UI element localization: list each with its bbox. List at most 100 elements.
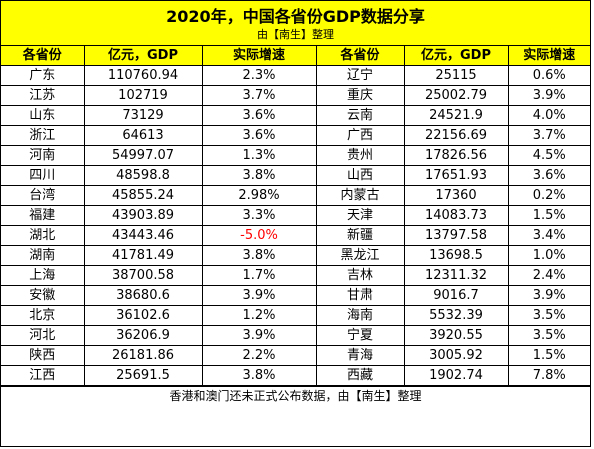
cell-growth-right: 2.4% <box>507 265 590 286</box>
header-growth-left: 实际增速 <box>201 46 317 66</box>
cell-province-left: 陕西 <box>1 345 85 366</box>
table-row: 安徽 38680.6 3.9% 甘肃 9016.7 3.9% <box>1 285 590 306</box>
cell-gdp-right: 3920.55 <box>403 325 509 346</box>
cell-province-right: 重庆 <box>315 85 405 106</box>
cell-growth-left: 3.8% <box>201 245 317 266</box>
cell-gdp-left: 45855.24 <box>83 185 203 206</box>
cell-growth-left: 2.3% <box>201 65 317 86</box>
cell-gdp-left: 64613 <box>83 125 203 146</box>
cell-growth-right: 3.7% <box>507 125 590 146</box>
cell-growth-left: 3.6% <box>201 105 317 126</box>
header-gdp-left: 亿元，GDP <box>83 46 203 66</box>
cell-province-right: 贵州 <box>315 145 405 166</box>
cell-growth-left: 1.3% <box>201 145 317 166</box>
cell-gdp-right: 5532.39 <box>403 305 509 326</box>
cell-gdp-left: 110760.94 <box>83 65 203 86</box>
header-province-right: 各省份 <box>315 46 405 66</box>
cell-gdp-left: 38700.58 <box>83 265 203 286</box>
footer-note: 香港和澳门还未正式公布数据，由【南生】整理 <box>1 386 590 406</box>
table-row: 江苏 102719 3.7% 重庆 25002.79 3.9% <box>1 85 590 106</box>
table-row: 福建 43903.89 3.3% 天津 14083.73 1.5% <box>1 205 590 226</box>
header-gdp-right: 亿元，GDP <box>403 46 509 66</box>
page-title: 2020年，中国各省份GDP数据分享 <box>166 7 425 26</box>
cell-growth-left: 3.9% <box>201 285 317 306</box>
cell-growth-left: 3.7% <box>201 85 317 106</box>
cell-province-left: 安徽 <box>1 285 85 306</box>
table-row: 湖北 43443.46 -5.0% 新疆 13797.58 3.4% <box>1 225 590 246</box>
cell-growth-left: -5.0% <box>201 225 317 246</box>
cell-growth-right: 0.2% <box>507 185 590 206</box>
cell-province-left: 北京 <box>1 305 85 326</box>
cell-gdp-right: 17360 <box>403 185 509 206</box>
cell-gdp-left: 25691.5 <box>83 365 203 386</box>
cell-province-right: 甘肃 <box>315 285 405 306</box>
title-block: 2020年，中国各省份GDP数据分享 由【南生】整理 <box>1 1 590 46</box>
cell-gdp-right: 3005.92 <box>403 345 509 366</box>
cell-province-right: 新疆 <box>315 225 405 246</box>
cell-province-right: 天津 <box>315 205 405 226</box>
cell-province-left: 四川 <box>1 165 85 186</box>
cell-province-right: 宁夏 <box>315 325 405 346</box>
cell-gdp-left: 26181.86 <box>83 345 203 366</box>
cell-province-left: 江西 <box>1 365 85 386</box>
cell-growth-right: 1.5% <box>507 345 590 366</box>
cell-growth-left: 2.2% <box>201 345 317 366</box>
cell-gdp-left: 43903.89 <box>83 205 203 226</box>
cell-growth-left: 2.98% <box>201 185 317 206</box>
cell-gdp-right: 25002.79 <box>403 85 509 106</box>
cell-gdp-right: 25115 <box>403 65 509 86</box>
table-row: 四川 48598.8 3.8% 山西 17651.93 3.6% <box>1 165 590 186</box>
table-row: 河南 54997.07 1.3% 贵州 17826.56 4.5% <box>1 145 590 166</box>
cell-gdp-right: 14083.73 <box>403 205 509 226</box>
header-province-left: 各省份 <box>1 46 85 66</box>
cell-growth-left: 1.2% <box>201 305 317 326</box>
cell-province-right: 山西 <box>315 165 405 186</box>
cell-growth-right: 1.0% <box>507 245 590 266</box>
cell-province-left: 福建 <box>1 205 85 226</box>
cell-province-left: 湖北 <box>1 225 85 246</box>
cell-province-left: 台湾 <box>1 185 85 206</box>
cell-growth-right: 4.0% <box>507 105 590 126</box>
cell-growth-right: 3.9% <box>507 85 590 106</box>
cell-growth-right: 0.6% <box>507 65 590 86</box>
cell-gdp-right: 1902.74 <box>403 365 509 386</box>
cell-gdp-left: 41781.49 <box>83 245 203 266</box>
cell-province-right: 黑龙江 <box>315 245 405 266</box>
cell-gdp-left: 36206.9 <box>83 325 203 346</box>
cell-growth-right: 3.5% <box>507 325 590 346</box>
cell-growth-left: 1.7% <box>201 265 317 286</box>
cell-province-right: 西藏 <box>315 365 405 386</box>
page-subtitle: 由【南生】整理 <box>257 28 334 41</box>
cell-province-left: 河南 <box>1 145 85 166</box>
cell-growth-right: 3.4% <box>507 225 590 246</box>
cell-province-left: 江苏 <box>1 85 85 106</box>
cell-growth-left: 3.3% <box>201 205 317 226</box>
cell-gdp-left: 48598.8 <box>83 165 203 186</box>
cell-gdp-right: 17826.56 <box>403 145 509 166</box>
cell-province-right: 云南 <box>315 105 405 126</box>
table-row: 浙江 64613 3.6% 广西 22156.69 3.7% <box>1 125 590 146</box>
cell-growth-right: 3.5% <box>507 305 590 326</box>
table-row: 江西 25691.5 3.8% 西藏 1902.74 7.8% <box>1 365 590 386</box>
cell-province-left: 浙江 <box>1 125 85 146</box>
gdp-table: 各省份 亿元，GDP 实际增速 各省份 亿元，GDP 实际增速 广东 110760… <box>1 46 590 386</box>
cell-growth-right: 3.9% <box>507 285 590 306</box>
cell-growth-right: 1.5% <box>507 205 590 226</box>
table-row: 广东 110760.94 2.3% 辽宁 25115 0.6% <box>1 65 590 86</box>
header-row: 各省份 亿元，GDP 实际增速 各省份 亿元，GDP 实际增速 <box>1 46 590 66</box>
cell-growth-right: 7.8% <box>507 365 590 386</box>
cell-gdp-left: 38680.6 <box>83 285 203 306</box>
cell-province-left: 上海 <box>1 265 85 286</box>
cell-gdp-left: 54997.07 <box>83 145 203 166</box>
cell-growth-left: 3.9% <box>201 325 317 346</box>
cell-province-left: 广东 <box>1 65 85 86</box>
cell-gdp-right: 9016.7 <box>403 285 509 306</box>
table-row: 北京 36102.6 1.2% 海南 5532.39 3.5% <box>1 305 590 326</box>
cell-province-right: 青海 <box>315 345 405 366</box>
cell-province-right: 内蒙古 <box>315 185 405 206</box>
table-row: 台湾 45855.24 2.98% 内蒙古 17360 0.2% <box>1 185 590 206</box>
table-row: 上海 38700.58 1.7% 吉林 12311.32 2.4% <box>1 265 590 286</box>
cell-growth-right: 4.5% <box>507 145 590 166</box>
cell-gdp-right: 24521.9 <box>403 105 509 126</box>
